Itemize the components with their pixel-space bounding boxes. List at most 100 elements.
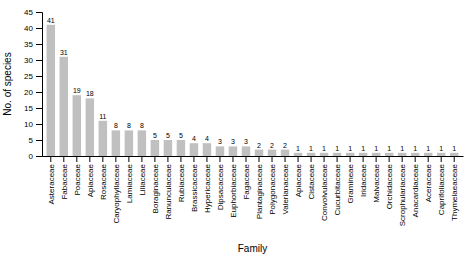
data-labels: 4131191811888555443332221111111111111 [47,17,456,152]
data-label: 2 [270,142,274,149]
axis-line [43,156,464,157]
data-label: 8 [127,122,131,129]
tick: Malvaceae [372,156,381,203]
tick-label: 25 [24,72,33,81]
data-label: 1 [452,145,456,152]
tick-mark [154,156,155,162]
tick: 45 [24,8,42,17]
tick-label: Scrophulariaceae [398,163,407,226]
tick: 35 [24,40,42,49]
data-label: 1 [413,145,417,152]
tick-mark [102,156,103,162]
bars [47,25,459,156]
tick: Cistaceae [307,156,316,200]
tick: Polygonaceae [268,156,277,215]
tick: Caryophyllaceae [112,156,121,224]
tick-mark [311,156,312,162]
tick: Fagaceae [242,156,251,200]
data-label: 3 [218,138,222,145]
tick-label: Orchidaceae [385,163,394,209]
bar [177,140,185,156]
tick-label: 10 [24,120,33,129]
tick-mark [428,156,429,162]
tick-label: 5 [29,136,34,145]
tick-mark [36,124,42,125]
tick-mark [36,12,42,13]
bar [255,150,263,156]
tick-label: Fagaceae [242,163,251,199]
tick-mark [298,156,299,162]
tick-mark [36,140,42,141]
tick-mark [50,156,51,162]
tick-label: 45 [24,8,33,17]
bar [424,153,432,156]
tick-label: Lamiaceae [125,163,134,203]
bar [411,153,419,156]
tick-mark [141,156,142,162]
tick-label: Boraginaceae [151,163,160,213]
tick-mark [350,156,351,162]
tick: 15 [24,104,42,113]
tick-label: Cistaceae [307,163,316,199]
tick-label: 40 [24,24,33,33]
tick: Euphorbiaceae [229,156,238,218]
tick-label: Gramineae [346,163,355,203]
data-label: 11 [99,113,106,120]
tick-mark [180,156,181,162]
data-label: 4 [192,135,196,142]
tick-mark [415,156,416,162]
bar [86,98,94,156]
tick-label: Malvaceae [372,163,381,202]
tick-label: Dipsacaceae [216,163,225,210]
data-label: 3 [231,138,235,145]
tick: Poaceae [73,156,82,196]
tick: Asteraceae [47,156,56,204]
tick: Fabaceae [60,156,69,200]
tick-mark [193,156,194,162]
bar [242,146,250,156]
tick: Hypericaceae [203,156,212,213]
data-label: 19 [73,87,81,94]
tick: Aceraceae [424,156,433,202]
tick-mark [363,156,364,162]
tick-mark [115,156,116,162]
tick: Cucurbitaceae [333,156,342,216]
tick-mark [245,156,246,162]
tick-mark [36,156,42,157]
tick-mark [272,156,273,162]
tick: 0 [29,152,42,161]
tick-label: Cucurbitaceae [333,163,342,215]
bar [164,140,172,156]
tick-label: 0 [29,152,34,161]
tick-mark [63,156,64,162]
tick: Apiaceae [86,156,95,197]
bar [229,146,237,156]
tick-mark [36,60,42,61]
bar [216,146,224,156]
data-label: 1 [374,145,378,152]
tick: 20 [24,88,42,97]
plot: 4131191811888555443332221111111111111Ast… [24,8,463,226]
data-label: 1 [439,145,443,152]
tick: Apiaceae [294,156,303,197]
tick: Boraginaceae [151,156,160,213]
bar [320,153,328,156]
tick: Convolvulaceae [320,156,329,221]
tick-label: Hypericaceae [203,163,212,212]
bar [281,150,289,156]
tick: Gramineae [346,156,355,204]
tick: 5 [29,136,42,145]
tick-label: Ranunculaceae [164,163,173,219]
bar [346,153,354,156]
axis-line [36,13,43,157]
bar [190,143,198,156]
tick: Ranunculaceae [164,156,173,220]
tick: Liliaceae [138,156,147,196]
data-label: 1 [296,145,300,152]
data-label: 5 [179,132,183,139]
tick-mark [167,156,168,162]
bar [47,25,55,156]
tick-mark [285,156,286,162]
data-label: 8 [114,122,118,129]
data-label: 8 [140,122,144,129]
